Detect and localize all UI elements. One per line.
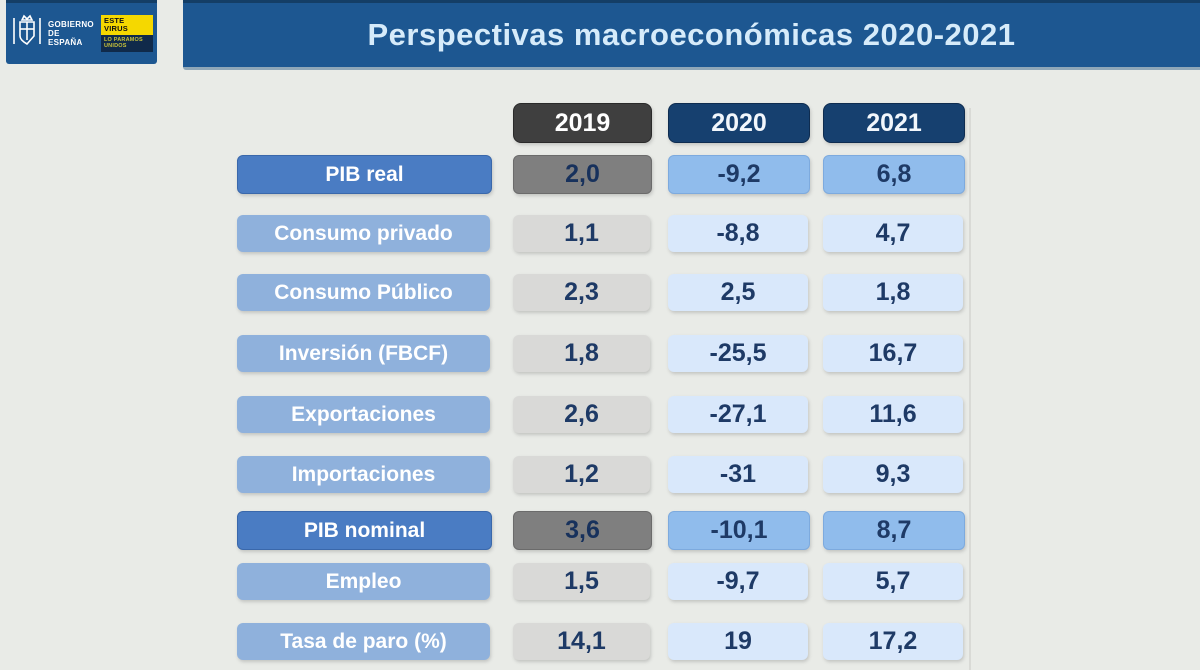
- table-row: PIB real 2,0 -9,2 6,8: [237, 155, 965, 194]
- table-row: Consumo privado 1,1 -8,8 4,7: [237, 215, 965, 252]
- row-label: Inversión (FBCF): [237, 335, 490, 372]
- right-divider-line: [969, 108, 971, 670]
- cell-2021: 9,3: [823, 456, 963, 493]
- cell-2021: 16,7: [823, 335, 963, 372]
- table-row: Exportaciones 2,6 -27,1 11,6: [237, 396, 965, 433]
- cell-2019: 1,5: [513, 563, 650, 600]
- row-label: Consumo privado: [237, 215, 490, 252]
- row-label: PIB real: [237, 155, 492, 194]
- cell-2019: 1,1: [513, 215, 650, 252]
- table-row: Inversión (FBCF) 1,8 -25,5 16,7: [237, 335, 965, 372]
- government-name: GOBIERNO DE ESPAÑA: [48, 19, 94, 48]
- row-label: PIB nominal: [237, 511, 492, 550]
- table-header-row: 2019 2020 2021: [237, 103, 965, 143]
- macro-forecast-table: 2019 2020 2021 PIB real 2,0 -9,2 6,8 Con…: [237, 0, 965, 670]
- title-bar: Perspectivas macroeconómicas 2020-2021: [183, 0, 1200, 70]
- table-row: Tasa de paro (%) 14,1 19 17,2: [237, 623, 965, 660]
- cell-2021: 4,7: [823, 215, 963, 252]
- column-header-2021: 2021: [823, 103, 965, 143]
- cell-2020: -9,2: [668, 155, 810, 194]
- cell-2019: 2,6: [513, 396, 650, 433]
- cell-2021: 5,7: [823, 563, 963, 600]
- row-label: Tasa de paro (%): [237, 623, 490, 660]
- cell-2019: 3,6: [513, 511, 652, 550]
- campaign-badge-top: ESTE VIRUS: [101, 15, 153, 36]
- cell-2021: 1,8: [823, 274, 963, 311]
- cell-2019: 1,2: [513, 456, 650, 493]
- cell-2020: -8,8: [668, 215, 808, 252]
- cell-2019: 2,3: [513, 274, 650, 311]
- table-row: PIB nominal 3,6 -10,1 8,7: [237, 511, 965, 550]
- covid-campaign-badge: ESTE VIRUS LO PARAMOS UNIDOS: [101, 15, 153, 52]
- cell-2020: -9,7: [668, 563, 808, 600]
- row-label: Empleo: [237, 563, 490, 600]
- government-logo-box: GOBIERNO DE ESPAÑA ESTE VIRUS LO PARAMOS…: [6, 0, 157, 64]
- table-row: Empleo 1,5 -9,7 5,7: [237, 563, 965, 600]
- row-label: Importaciones: [237, 456, 490, 493]
- cell-2020: -25,5: [668, 335, 808, 372]
- cell-2019: 14,1: [513, 623, 650, 660]
- column-header-2020: 2020: [668, 103, 810, 143]
- cell-2021: 11,6: [823, 396, 963, 433]
- cell-2021: 6,8: [823, 155, 965, 194]
- cell-2021: 17,2: [823, 623, 963, 660]
- row-label: Consumo Público: [237, 274, 490, 311]
- page-title: Perspectivas macroeconómicas 2020-2021: [367, 17, 1016, 52]
- column-header-2019: 2019: [513, 103, 652, 143]
- campaign-badge-bottom: LO PARAMOS UNIDOS: [101, 35, 153, 52]
- cell-2019: 1,8: [513, 335, 650, 372]
- cell-2020: 2,5: [668, 274, 808, 311]
- cell-2020: -31: [668, 456, 808, 493]
- cell-2021: 8,7: [823, 511, 965, 550]
- cell-2019: 2,0: [513, 155, 652, 194]
- cell-2020: 19: [668, 623, 808, 660]
- table-row: Importaciones 1,2 -31 9,3: [237, 456, 965, 493]
- cell-2020: -27,1: [668, 396, 808, 433]
- cell-2020: -10,1: [668, 511, 810, 550]
- table-row: Consumo Público 2,3 2,5 1,8: [237, 274, 965, 311]
- row-label: Exportaciones: [237, 396, 490, 433]
- spain-coat-of-arms-icon: [10, 10, 44, 57]
